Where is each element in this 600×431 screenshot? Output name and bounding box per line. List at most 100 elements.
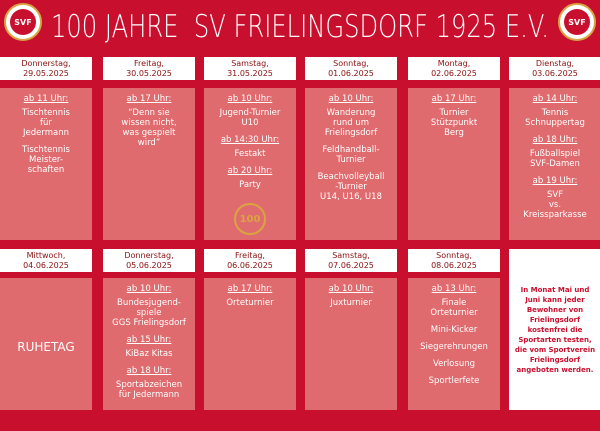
logo-text: SVF: [564, 9, 590, 35]
weekday: Donnerstag,: [124, 251, 174, 260]
event: ab 18 Uhr: Fußballspiel SVF-Damen: [530, 135, 580, 169]
event-text: SVF vs. Kreissparkasse: [523, 190, 587, 220]
event-text: Tennis Schnuppertag: [525, 108, 585, 128]
event-time: ab 11 Uhr:: [23, 94, 69, 104]
event: ab 11 Uhr: Tischtennis für Jedermann: [22, 94, 70, 138]
event: ab 10 Uhr: Wanderung rund um Frielingsdor…: [325, 94, 377, 138]
day-body: ab 10 Uhr: Juxturnier: [305, 278, 397, 410]
event-time: ab 20 Uhr:: [227, 166, 273, 176]
event: ab 17 Uhr: Orteturnier: [226, 284, 273, 308]
day-header: Sonntag, 01.06.2025: [305, 57, 397, 80]
event-text: Fußballspiel SVF-Damen: [529, 149, 581, 169]
day-header: Donnerstag, 05.06.2025: [103, 249, 195, 272]
event-time: ab 17 Uhr:: [126, 94, 172, 104]
event: ab 13 Uhr: Finale Orteturnier: [430, 284, 477, 318]
event-text: “Denn sie wissen nicht, was gespielt wir…: [121, 108, 177, 148]
event: ab 17 Uhr: “Denn sie wissen nicht, was ge…: [121, 94, 176, 148]
event-time: ab 10 Uhr:: [126, 284, 172, 294]
event-text: Mini-Kicker: [430, 325, 478, 335]
weekday: Samstag,: [231, 59, 269, 68]
day-body: RUHETAG: [0, 278, 92, 410]
event-text: Party: [239, 180, 261, 190]
event: Tischtennis Meister- schaften: [22, 145, 70, 175]
date: 04.06.2025: [23, 261, 69, 270]
date: 02.06.2025: [431, 69, 477, 78]
event-time: ab 10 Uhr:: [227, 94, 273, 104]
event-text: Tischtennis Meister- schaften: [22, 145, 70, 175]
date: 05.06.2025: [126, 261, 172, 270]
date: 06.06.2025: [227, 261, 273, 270]
day-body: ab 17 Uhr: “Denn sie wissen nicht, was ge…: [103, 88, 195, 240]
badge: 100: [234, 203, 266, 235]
event-time: ab 17 Uhr:: [431, 94, 477, 104]
weekday: Dienstag,: [535, 59, 575, 68]
day-body: ab 11 Uhr: Tischtennis für Jedermann Tisch…: [0, 88, 92, 240]
date: 29.05.2025: [23, 69, 69, 78]
day-body: ab 13 Uhr: Finale Orteturnier Mini-Kicker S…: [408, 278, 500, 410]
event: Sportlerfete: [429, 376, 480, 386]
event-text: Sportlerfete: [428, 376, 480, 386]
day-body: ab 10 Uhr: Wanderung rund um Frielingsdor…: [305, 88, 397, 240]
event: Siegerehrungen: [420, 342, 488, 352]
event: ab 20 Uhr: Party: [228, 166, 273, 190]
day-header: Freitag, 30.05.2025: [103, 57, 195, 80]
event-time: ab 17 Uhr:: [227, 284, 273, 294]
event-text: Feldhandball- Turnier: [322, 145, 380, 165]
day-header: Sonntag, 08.06.2025: [408, 249, 500, 272]
day-header: Freitag, 06.06.2025: [204, 249, 296, 272]
event-time: ab 10 Uhr:: [328, 284, 374, 294]
day-header: Samstag, 07.06.2025: [305, 249, 397, 272]
event-text: Tischtennis für Jedermann: [22, 108, 70, 138]
weekday: Freitag,: [134, 59, 164, 68]
event-text: Jugend-Turnier U10: [219, 108, 281, 128]
event: Verlosung: [433, 359, 475, 369]
event-time: ab 14 Uhr:: [532, 94, 578, 104]
event-time: ab 10 Uhr:: [328, 94, 374, 104]
event-text: Juxturnier: [330, 298, 372, 308]
day-body: ab 10 Uhr: Bundesjugend- spiele GGS Friel…: [103, 278, 195, 410]
day-body: ab 17 Uhr: Turnier Stützpunkt Berg: [408, 88, 500, 240]
event: ab 10 Uhr: Jugend-Turnier U10: [220, 94, 281, 128]
event: Mini-Kicker: [431, 325, 477, 335]
event-text: Beachvolleyball -Turnier U14, U16, U18: [317, 172, 385, 202]
title-area: 100 JAHRE SV FRIELINGSDORF 1925 E.V.: [51, 9, 549, 45]
event-text: KiBaz Kitas: [125, 349, 173, 359]
event: ab 10 Uhr: Bundesjugend- spiele GGS Friel…: [112, 284, 186, 328]
event-time: ab 19 Uhr:: [532, 176, 578, 186]
logo: SVF: [558, 3, 596, 41]
event-text: Festakt: [234, 149, 266, 159]
event: ab 17 Uhr: Turnier Stützpunkt Berg: [431, 94, 477, 138]
day-body: ab 10 Uhr: Jugend-Turnier U10 ab 14:30 Uhr…: [204, 88, 296, 240]
day-header: Samstag, 31.05.2025: [204, 57, 296, 80]
event-time: ab 18 Uhr:: [532, 135, 578, 145]
day-header: Mittwoch, 04.06.2025: [0, 249, 92, 272]
day-header: Donnerstag, 29.05.2025: [0, 57, 92, 80]
day-body: ab 17 Uhr: Orteturnier: [204, 278, 296, 410]
weekday: Freitag,: [235, 251, 265, 260]
event-text: Siegerehrungen: [420, 342, 488, 352]
event-time: ab 14:30 Uhr:: [220, 135, 280, 145]
info-box: In Monat Mai und Juni kann jeder Bewohne…: [509, 249, 600, 410]
event-time: ab 15 Uhr:: [126, 335, 172, 345]
date: 03.06.2025: [532, 69, 578, 78]
logo: SVF: [4, 3, 42, 41]
weekday: Samstag,: [332, 251, 370, 260]
date: 08.06.2025: [431, 261, 477, 270]
day-body: ab 14 Uhr: Tennis Schnuppertag ab 18 Uhr: F…: [509, 88, 600, 240]
event: ab 19 Uhr: SVF vs. Kreissparkasse: [523, 176, 587, 220]
date: 30.05.2025: [126, 69, 172, 78]
event-text: Orteturnier: [226, 298, 274, 308]
event: ab 14:30 Uhr: Festakt: [221, 135, 279, 159]
date: 07.06.2025: [328, 261, 374, 270]
weekday: Montag,: [437, 59, 471, 68]
event-text: Finale Orteturnier: [430, 298, 478, 318]
date: 31.05.2025: [227, 69, 273, 78]
weekday: Donnerstag,: [21, 59, 71, 68]
event: Feldhandball- Turnier: [322, 145, 379, 165]
event: ab 14 Uhr: Tennis Schnuppertag: [525, 94, 585, 128]
event-text: Turnier Stützpunkt Berg: [430, 108, 478, 138]
event-text: RUHETAG: [17, 340, 75, 354]
day-header: Dienstag, 03.06.2025: [509, 57, 600, 80]
weekday: Sonntag,: [436, 251, 472, 260]
event: ab 10 Uhr: Juxturnier: [329, 284, 374, 308]
